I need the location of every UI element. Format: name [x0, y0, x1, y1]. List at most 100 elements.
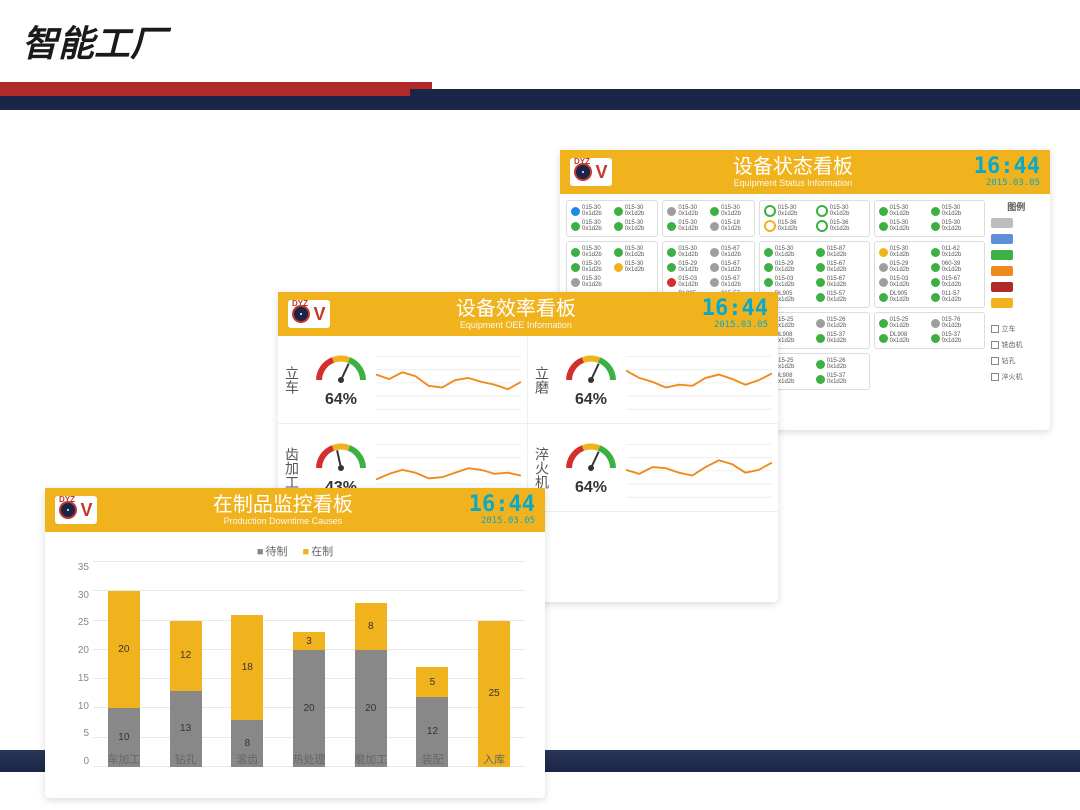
status-item: 015-300x1d2b	[710, 205, 750, 217]
content-area: DYZ V 设备状态看板 Equipment Status Informatio…	[0, 110, 1080, 780]
oee-panel-name: 立车	[278, 366, 306, 394]
status-item: 015-300x1d2b	[614, 261, 654, 273]
status-item: 015-180x1d2b	[710, 220, 750, 232]
status-item: 015-300x1d2b	[667, 246, 707, 258]
status-clock: 16:44 2015.03.05	[974, 156, 1040, 188]
legend-运行[interactable]	[989, 249, 1044, 261]
status-item: 015-670x1d2b	[816, 261, 865, 273]
logo-badge: DYZ V	[288, 300, 330, 328]
legend-check-立车[interactable]: 立车	[989, 323, 1044, 335]
status-item: DL9050x1d2b	[879, 291, 928, 303]
header-divider	[0, 82, 1080, 110]
status-item: 015-670x1d2b	[710, 246, 750, 258]
status-item: 015-570x1d2b	[816, 291, 865, 303]
oee-panel-淬火机: 淬火机 64%	[528, 424, 778, 512]
status-item: 015-300x1d2b	[571, 205, 611, 217]
oee-panel-name: 淬火机	[528, 447, 556, 489]
status-subtitle: Equipment Status Information	[612, 178, 974, 188]
status-item: 015-360x1d2b	[764, 220, 813, 232]
wip-header: DYZ V 在制品监控看板 Production Downtime Causes…	[45, 488, 545, 532]
status-item: 015-760x1d2b	[931, 317, 980, 329]
oee-subtitle: Equipment OEE Information	[330, 320, 702, 330]
legend-check-淬火机[interactable]: 淬火机	[989, 371, 1044, 383]
legend-check-铣齿机[interactable]: 铣齿机	[989, 339, 1044, 351]
status-item: 015-030x1d2b	[764, 276, 813, 288]
legend-维修[interactable]	[989, 297, 1044, 309]
status-item: 015-300x1d2b	[879, 246, 928, 258]
status-item: 015-300x1d2b	[571, 261, 611, 273]
oee-panel-name: 立磨	[528, 366, 556, 394]
status-item: 015-290x1d2b	[764, 261, 813, 273]
status-item: 015-670x1d2b	[816, 276, 865, 288]
oee-pct: 64%	[556, 391, 626, 409]
legend-报警[interactable]	[989, 265, 1044, 277]
oee-pct: 64%	[556, 479, 626, 497]
status-item: 015-300x1d2b	[764, 246, 813, 258]
status-item: 015-300x1d2b	[667, 220, 707, 232]
logo-badge: DYZ V	[55, 496, 97, 524]
status-header: DYZ V 设备状态看板 Equipment Status Informatio…	[560, 150, 1050, 194]
status-item: 015-870x1d2b	[816, 246, 865, 258]
oee-panel-立车: 立车 64%	[278, 336, 528, 424]
status-item: 015-670x1d2b	[710, 276, 750, 288]
legend-空闲[interactable]	[989, 217, 1044, 229]
slide-header: 智能工厂	[0, 0, 1080, 82]
wip-legend: 待制 在制	[65, 540, 525, 562]
status-item: 015-300x1d2b	[571, 246, 611, 258]
status-item: 015-300x1d2b	[879, 205, 928, 217]
status-group: 015-300x1d2b015-300x1d2b015-300x1d2b015-…	[566, 200, 658, 237]
status-item: 015-300x1d2b	[614, 246, 654, 258]
status-item: 015-300x1d2b	[931, 220, 980, 232]
oee-panel-name: 齿加工	[278, 447, 306, 489]
status-item: 015-300x1d2b	[816, 205, 865, 217]
status-item: 015-300x1d2b	[571, 220, 611, 232]
status-item: 015-300x1d2b	[614, 220, 654, 232]
status-group: 015-300x1d2b015-300x1d2b015-300x1d2b015-…	[566, 241, 658, 293]
slide-title: 智能工厂	[22, 15, 166, 67]
status-item: 015-670x1d2b	[710, 261, 750, 273]
oee-header: DYZ V 设备效率看板 Equipment OEE Information 1…	[278, 292, 778, 336]
wip-subtitle: Production Downtime Causes	[97, 516, 469, 526]
status-item: 015-370x1d2b	[816, 332, 865, 344]
legend-check-钻孔[interactable]: 钻孔	[989, 355, 1044, 367]
status-item: 015-030x1d2b	[879, 276, 928, 288]
status-item: 015-360x1d2b	[816, 220, 865, 232]
status-group: 015-300x1d2b015-300x1d2b015-300x1d2b015-…	[662, 200, 754, 237]
status-item: 015-370x1d2b	[931, 332, 980, 344]
status-item: 015-300x1d2b	[571, 276, 611, 288]
wip-body: 待制 在制 05101520253035 1020车加工1312钻孔818滚齿2…	[45, 532, 545, 795]
status-item: 011-570x1d2b	[931, 291, 980, 303]
status-group: 015-300x1d2b011-620x1d2b015-290x1d2b060-…	[874, 241, 985, 308]
oee-pct: 64%	[306, 391, 376, 409]
legend-开机[interactable]	[989, 233, 1044, 245]
status-item: 015-260x1d2b	[816, 358, 865, 370]
logo-badge: DYZ V	[570, 158, 612, 186]
oee-clock: 16:44 2015.03.05	[702, 298, 768, 330]
status-item: 015-290x1d2b	[667, 261, 707, 273]
status-item: 015-300x1d2b	[931, 205, 980, 217]
status-title: 设备状态看板	[612, 156, 974, 178]
status-item: 015-300x1d2b	[879, 220, 928, 232]
wip-chart: 05101520253035 1020车加工1312钻孔818滚齿203热处理2…	[65, 562, 525, 787]
status-item: 015-300x1d2b	[614, 205, 654, 217]
status-item: 015-260x1d2b	[816, 317, 865, 329]
wip-clock: 16:44 2015.03.05	[469, 494, 535, 526]
status-item: 060-390x1d2b	[931, 261, 980, 273]
status-item: 015-670x1d2b	[931, 276, 980, 288]
status-group: 015-250x1d2b015-760x1d2bDL9080x1d2b015-3…	[874, 312, 985, 349]
status-item: 015-030x1d2b	[667, 276, 707, 288]
oee-panel-立磨: 立磨 64%	[528, 336, 778, 424]
oee-title: 设备效率看板	[330, 298, 702, 320]
status-item: 015-300x1d2b	[764, 205, 813, 217]
status-group: 015-300x1d2b015-300x1d2b015-360x1d2b015-…	[759, 200, 870, 237]
status-item: 015-300x1d2b	[667, 205, 707, 217]
status-item: 011-620x1d2b	[931, 246, 980, 258]
status-item: 015-370x1d2b	[816, 373, 865, 385]
wip-dashboard: DYZ V 在制品监控看板 Production Downtime Causes…	[45, 488, 545, 798]
status-item: 015-290x1d2b	[879, 261, 928, 273]
wip-title: 在制品监控看板	[97, 494, 469, 516]
legend-故障[interactable]	[989, 281, 1044, 293]
status-group: 015-300x1d2b015-300x1d2b015-300x1d2b015-…	[874, 200, 985, 237]
status-item: DL9080x1d2b	[879, 332, 928, 344]
status-item: 015-250x1d2b	[879, 317, 928, 329]
